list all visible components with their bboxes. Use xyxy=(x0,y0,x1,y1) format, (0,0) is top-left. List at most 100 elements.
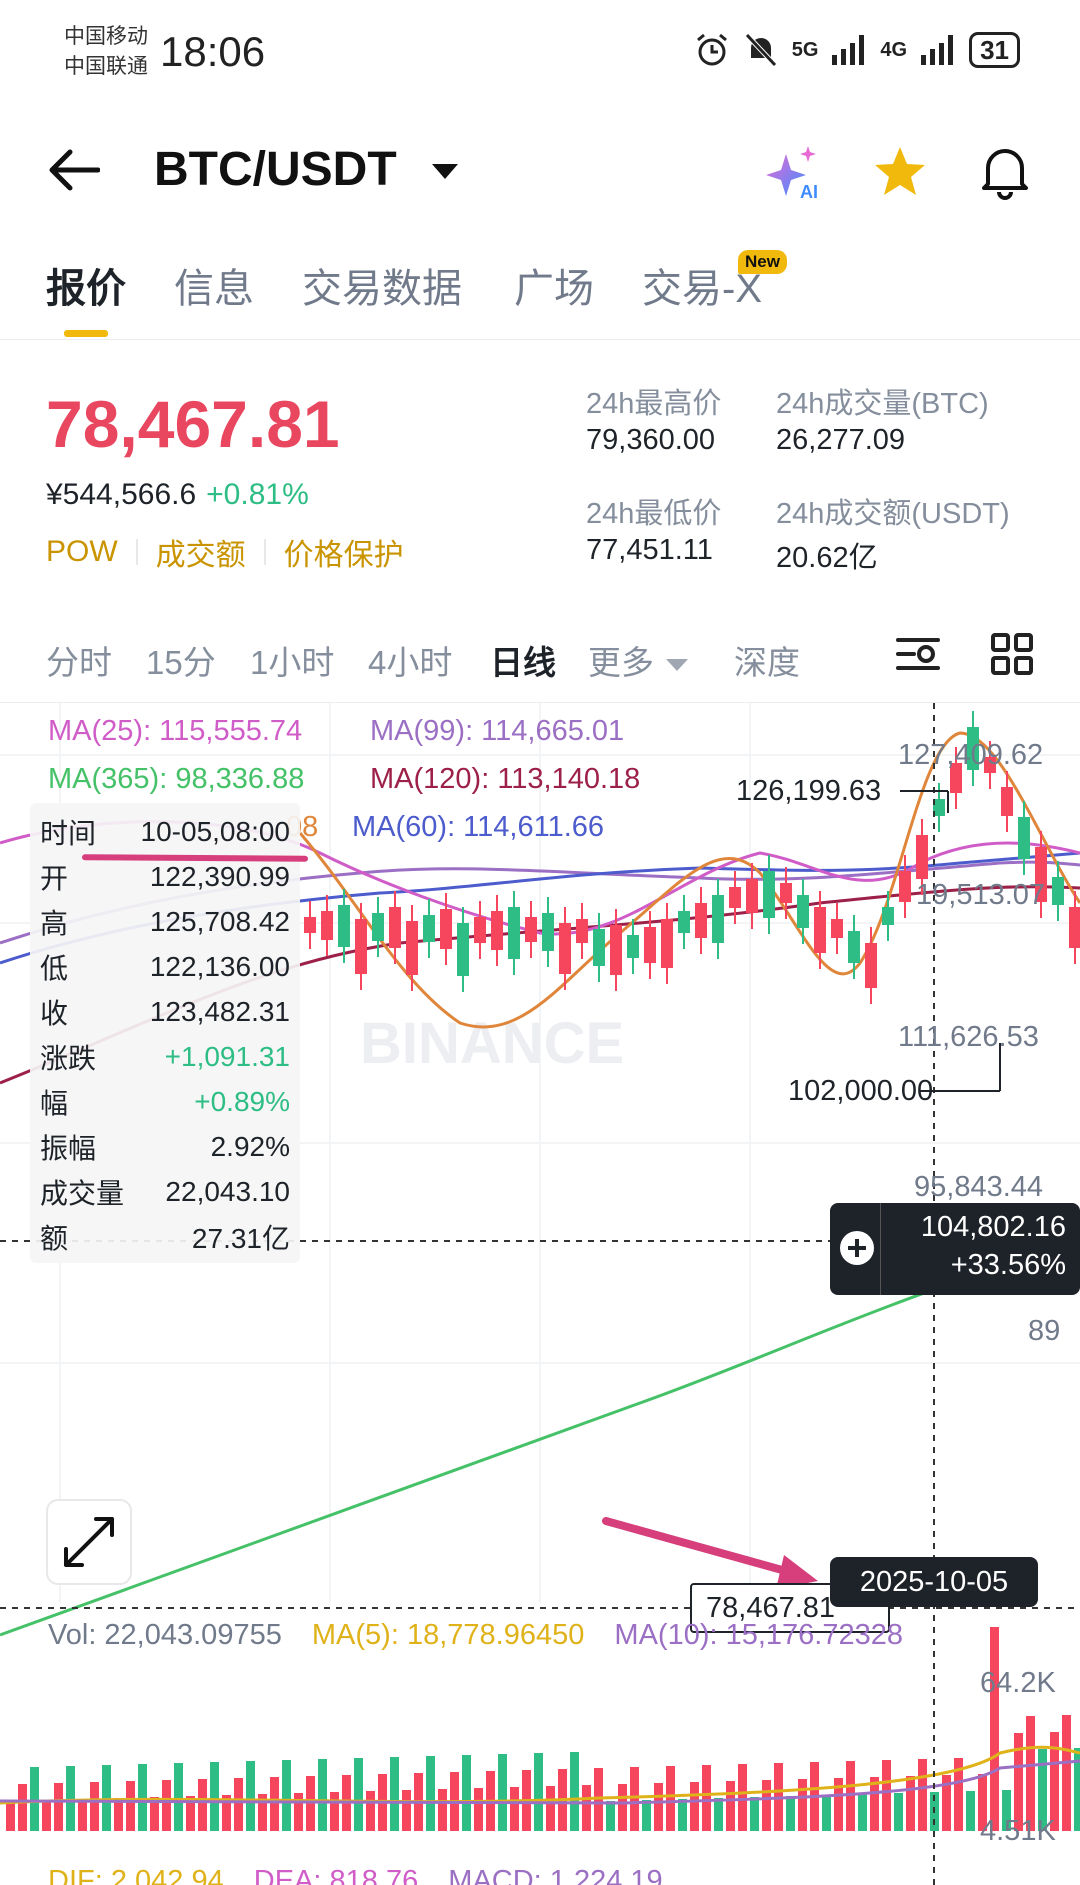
interval-depth[interactable]: 深度 xyxy=(734,644,800,681)
volume-axis-min: 4.51K xyxy=(980,1815,1056,1847)
volume-bar xyxy=(6,1801,15,1831)
volume-bar xyxy=(18,1784,27,1831)
candle-body xyxy=(542,913,554,951)
price-axis-label: 127,409.62 xyxy=(898,739,1044,771)
interval-4h[interactable]: 4小时 xyxy=(368,644,453,681)
volume-bar xyxy=(570,1752,579,1831)
interval-more-label: 更多 xyxy=(588,644,654,681)
back-arrow-icon[interactable] xyxy=(48,148,100,192)
price-cny: ¥544,566.6 +0.81% xyxy=(46,478,309,512)
candle-body xyxy=(1052,877,1064,905)
candle-body xyxy=(491,911,503,950)
candle-body xyxy=(967,727,979,770)
chart-settings-icon[interactable] xyxy=(894,630,942,678)
candle-body xyxy=(746,879,758,913)
annotation-arrow-head xyxy=(776,1555,818,1589)
ohlc-row-change: 涨跌 +1,091.31 xyxy=(40,1034,290,1079)
candle-body xyxy=(593,929,605,966)
kline-chart[interactable]: BINANCE MA(25): 115,555.74 MA(99): 114,6… xyxy=(0,702,1080,1885)
pair-title[interactable]: BTC/USDT xyxy=(154,143,397,196)
tag-price-protection[interactable]: 价格保护 xyxy=(283,539,404,572)
volume-bar xyxy=(90,1782,99,1831)
chart-grid xyxy=(0,703,1080,1603)
status-time: 18:06 xyxy=(160,28,266,75)
candle-body xyxy=(406,921,418,975)
volume-bar xyxy=(42,1800,51,1831)
interval-more[interactable]: 更多 xyxy=(588,636,688,684)
volume-bar xyxy=(198,1779,207,1831)
volume-bar xyxy=(330,1792,339,1831)
ai-sparkle-icon[interactable]: AI xyxy=(764,144,824,200)
volume-bar xyxy=(210,1762,219,1831)
favorite-star-icon[interactable] xyxy=(872,144,928,200)
candle-body xyxy=(440,909,452,949)
pair-dropdown-icon[interactable] xyxy=(432,164,458,179)
tab-trade-x[interactable]: 交易-X xyxy=(642,267,762,311)
interval-1d[interactable]: 日线 xyxy=(490,644,556,681)
ohlc-row-open: 开 122,390.99 xyxy=(40,854,290,899)
volume-bar xyxy=(798,1779,807,1831)
tab-quote[interactable]: 报价 xyxy=(46,267,126,311)
tab-trade-data[interactable]: 交易数据 xyxy=(302,267,462,311)
volume-bar xyxy=(918,1759,927,1831)
annotation-arrow xyxy=(602,1517,818,1589)
plus-circle-icon[interactable] xyxy=(840,1231,874,1265)
volume-bar xyxy=(462,1755,471,1831)
candlestick-chart[interactable]: BINANCE xyxy=(0,703,1080,1885)
volume-bar xyxy=(1038,1749,1047,1831)
layout-grid-icon[interactable] xyxy=(990,632,1034,676)
volume-bar xyxy=(726,1781,735,1831)
candle-body xyxy=(525,917,537,942)
notification-bell-icon[interactable] xyxy=(978,144,1032,200)
candle-body xyxy=(389,907,401,948)
volume-ma5: MA(5): 18,778.96450 xyxy=(311,1619,585,1651)
ohlc-value: 10-05,08:00 xyxy=(140,815,290,847)
crosshair-price-tag[interactable]: 104,802.16 +33.56% xyxy=(830,1203,1080,1295)
tag-turnover[interactable]: 成交额 xyxy=(155,539,246,572)
tag-pow[interactable]: POW xyxy=(46,535,118,568)
network-4g: 4G xyxy=(880,38,908,61)
tag-divider xyxy=(135,539,138,565)
candle-body xyxy=(304,917,316,933)
carrier-2: 中国联通 xyxy=(64,55,148,78)
macd-legend: DIF: 2,042.94 DEA: 818.76 MACD: 1,224.19 xyxy=(48,1865,663,1885)
ma365-line xyxy=(0,1241,1080,1637)
interval-time[interactable]: 分时 xyxy=(46,644,112,681)
volume-bar xyxy=(162,1780,171,1831)
volume-bar xyxy=(246,1761,255,1831)
interval-1h[interactable]: 1小时 xyxy=(250,644,335,681)
volume-bar xyxy=(834,1778,843,1831)
candle-body xyxy=(933,799,945,816)
candle-body xyxy=(950,763,962,793)
volume-bar xyxy=(882,1760,891,1831)
candle-body xyxy=(661,919,673,968)
volume-bar xyxy=(582,1785,591,1831)
volume-bar xyxy=(102,1765,111,1831)
header: BTC/USDT AI xyxy=(0,130,1080,215)
candle-body xyxy=(712,895,724,943)
stat-24h-volume-btc: 24h成交量(BTC) 26,277.09 xyxy=(776,380,989,457)
signal-icon-1 xyxy=(832,35,865,65)
ohlc-value: 122,136.00 xyxy=(149,950,290,982)
ma60-label: MA(60): 114,611.66 xyxy=(352,811,605,843)
volume-bar xyxy=(150,1797,159,1831)
interval-15m[interactable]: 15分 xyxy=(146,644,216,681)
volume-bar xyxy=(762,1780,771,1831)
candle-body xyxy=(916,835,928,879)
ohlc-row-low: 低 122,136.00 xyxy=(40,944,290,989)
ma365-label: MA(365): 98,336.88 xyxy=(48,763,305,795)
macd-dea: DEA: 818.76 xyxy=(253,1865,419,1885)
tag-divider xyxy=(263,539,266,565)
tab-info[interactable]: 信息 xyxy=(174,267,254,311)
volume-bar xyxy=(966,1791,975,1831)
candle-body xyxy=(610,925,622,975)
fullscreen-expand-button[interactable] xyxy=(46,1499,132,1585)
candle-body xyxy=(559,923,571,974)
new-badge: New xyxy=(738,250,787,274)
candle-body xyxy=(627,935,639,958)
ma7-line xyxy=(298,731,1080,1029)
volume-ma5-line xyxy=(0,1745,1080,1805)
tab-square[interactable]: 广场 xyxy=(514,267,594,311)
price-axis-label: 19,513.07 xyxy=(916,879,1046,911)
volume-bar xyxy=(1014,1733,1023,1831)
